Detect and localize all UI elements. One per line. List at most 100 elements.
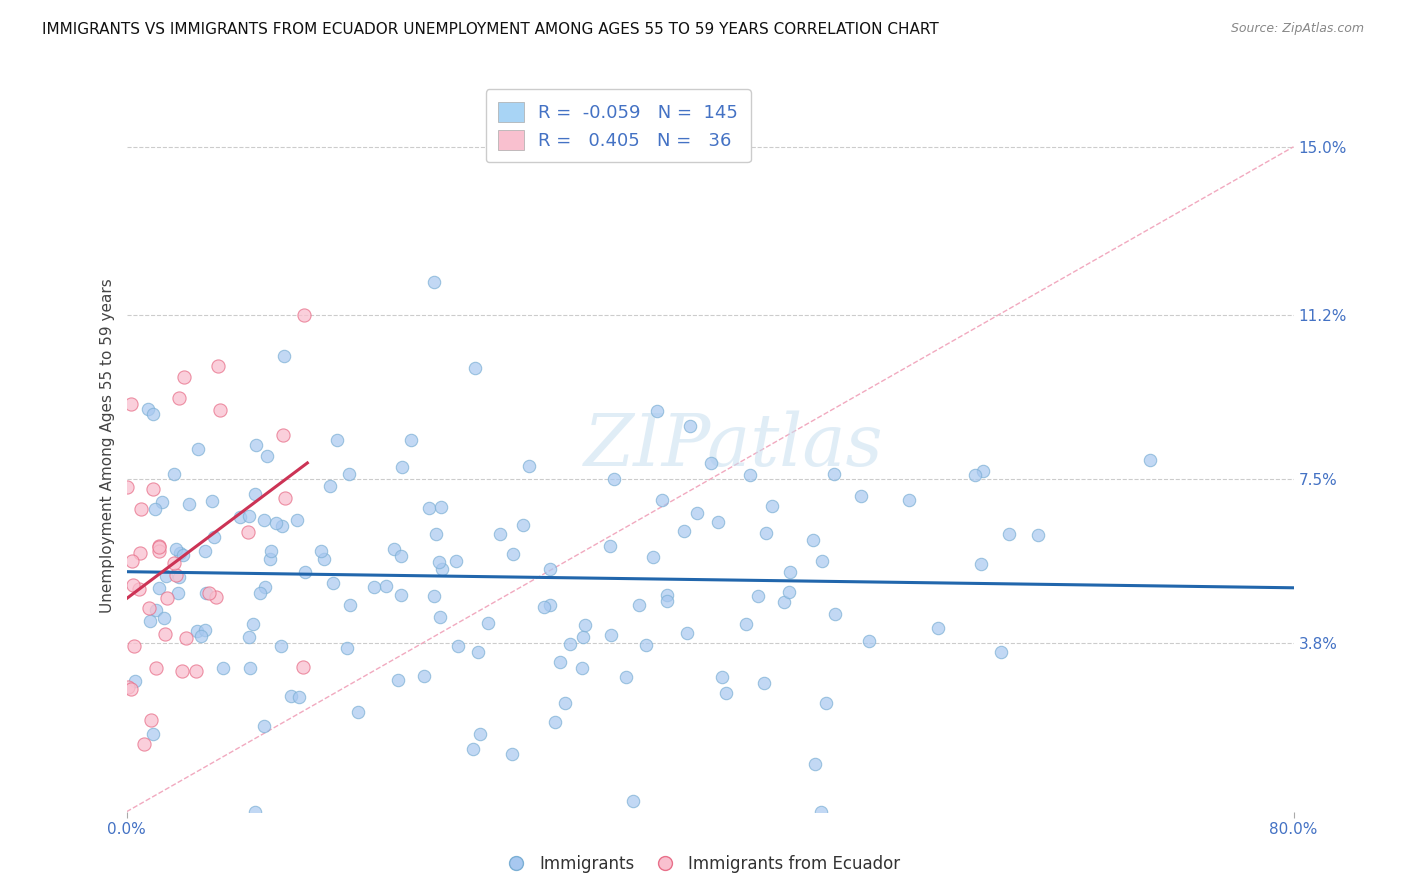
Point bbox=[554, 696, 576, 710]
Point bbox=[772, 595, 794, 609]
Point bbox=[814, 696, 837, 710]
Point bbox=[602, 472, 624, 486]
Point bbox=[128, 546, 150, 560]
Point bbox=[166, 586, 188, 600]
Point bbox=[273, 349, 295, 363]
Point bbox=[574, 617, 596, 632]
Point bbox=[676, 626, 699, 640]
Point bbox=[686, 506, 709, 520]
Point bbox=[145, 661, 167, 675]
Point bbox=[641, 550, 664, 565]
Point bbox=[207, 359, 229, 374]
Point bbox=[198, 586, 221, 600]
Point bbox=[141, 408, 163, 422]
Y-axis label: Unemployment Among Ages 55 to 59 years: Unemployment Among Ages 55 to 59 years bbox=[100, 278, 115, 614]
Point bbox=[139, 614, 162, 628]
Point bbox=[558, 637, 581, 651]
Point bbox=[242, 616, 264, 631]
Point bbox=[148, 544, 170, 558]
Point bbox=[190, 629, 212, 643]
Point bbox=[538, 598, 561, 612]
Point bbox=[337, 467, 360, 481]
Point bbox=[169, 570, 191, 584]
Point bbox=[413, 669, 436, 683]
Point bbox=[657, 594, 679, 608]
Point bbox=[163, 556, 186, 570]
Point bbox=[186, 624, 208, 638]
Point bbox=[512, 518, 534, 533]
Point bbox=[155, 568, 177, 582]
Point bbox=[148, 540, 170, 554]
Point bbox=[256, 449, 278, 463]
Point bbox=[294, 565, 316, 579]
Point bbox=[1139, 453, 1161, 467]
Point bbox=[389, 588, 412, 602]
Point bbox=[651, 492, 673, 507]
Point bbox=[387, 673, 409, 688]
Point bbox=[447, 639, 470, 653]
Point bbox=[444, 554, 467, 568]
Point bbox=[517, 459, 540, 474]
Point bbox=[734, 616, 756, 631]
Point bbox=[288, 690, 311, 704]
Point bbox=[533, 599, 555, 614]
Point bbox=[544, 714, 567, 729]
Point bbox=[538, 562, 561, 576]
Point bbox=[285, 513, 308, 527]
Point bbox=[336, 641, 359, 656]
Point bbox=[810, 805, 832, 819]
Point bbox=[264, 516, 287, 531]
Point bbox=[254, 580, 277, 594]
Point bbox=[209, 402, 232, 417]
Point bbox=[657, 588, 679, 602]
Point bbox=[990, 645, 1012, 659]
Point bbox=[614, 670, 637, 684]
Point bbox=[801, 533, 824, 548]
Text: IMMIGRANTS VS IMMIGRANTS FROM ECUADOR UNEMPLOYMENT AMONG AGES 55 TO 59 YEARS COR: IMMIGRANTS VS IMMIGRANTS FROM ECUADOR UN… bbox=[42, 22, 939, 37]
Point bbox=[318, 479, 340, 493]
Point bbox=[120, 682, 142, 697]
Point bbox=[238, 508, 260, 523]
Point bbox=[194, 624, 217, 638]
Point bbox=[427, 555, 450, 569]
Point bbox=[463, 742, 485, 756]
Point bbox=[270, 640, 292, 654]
Point bbox=[238, 630, 260, 644]
Point bbox=[699, 456, 721, 470]
Point bbox=[243, 805, 266, 819]
Point bbox=[167, 391, 190, 405]
Point bbox=[738, 467, 761, 482]
Point bbox=[239, 661, 262, 675]
Text: ZIPatlas: ZIPatlas bbox=[583, 410, 883, 482]
Point bbox=[174, 631, 197, 645]
Point bbox=[205, 591, 228, 605]
Point bbox=[322, 576, 344, 591]
Point bbox=[1028, 528, 1050, 542]
Point bbox=[122, 639, 145, 653]
Point bbox=[711, 670, 734, 684]
Point bbox=[502, 547, 524, 561]
Text: Source: ZipAtlas.com: Source: ZipAtlas.com bbox=[1230, 22, 1364, 36]
Point bbox=[117, 480, 139, 494]
Point bbox=[131, 502, 153, 516]
Point bbox=[384, 541, 406, 556]
Point bbox=[824, 607, 846, 621]
Point bbox=[148, 582, 170, 596]
Point bbox=[153, 627, 176, 641]
Point bbox=[823, 467, 845, 482]
Point bbox=[432, 562, 454, 576]
Point bbox=[849, 489, 872, 503]
Point bbox=[621, 794, 644, 808]
Point bbox=[152, 611, 174, 625]
Point bbox=[747, 590, 769, 604]
Point bbox=[389, 549, 412, 564]
Point bbox=[143, 502, 166, 516]
Point bbox=[170, 664, 193, 678]
Point bbox=[165, 541, 187, 556]
Point bbox=[194, 543, 217, 558]
Point bbox=[156, 591, 179, 606]
Point bbox=[236, 524, 259, 539]
Point bbox=[339, 599, 361, 613]
Point bbox=[897, 493, 920, 508]
Point bbox=[212, 661, 235, 675]
